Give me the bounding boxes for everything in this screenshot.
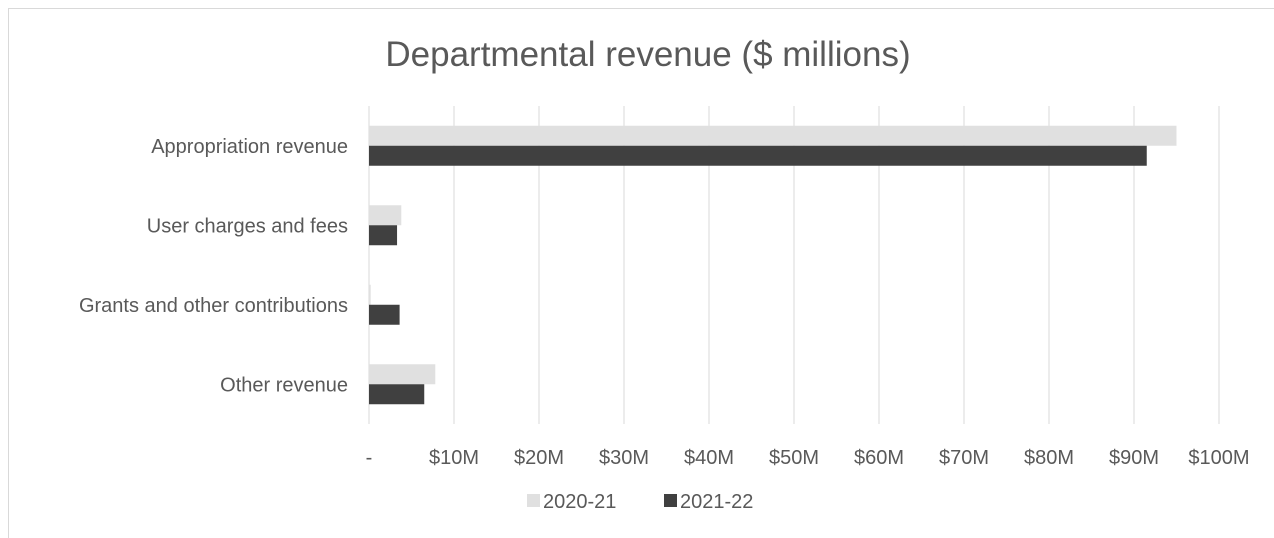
bar-2020-21 bbox=[369, 205, 402, 226]
legend-label: 2021-22 bbox=[680, 491, 753, 513]
chart-frame bbox=[8, 8, 1274, 538]
bar-2021-22 bbox=[369, 304, 400, 325]
legend-label: 2020-21 bbox=[543, 491, 616, 513]
bar-2020-21 bbox=[369, 364, 436, 385]
x-tick-label: $100M bbox=[1188, 447, 1249, 469]
legend: 2020-21 2021-22 bbox=[527, 491, 753, 513]
bar-2021-22 bbox=[369, 145, 1147, 166]
category-label: User charges and fees bbox=[147, 215, 348, 237]
x-tick-label: $20M bbox=[514, 447, 564, 469]
x-tick-label: $60M bbox=[854, 447, 904, 469]
category-label: Other revenue bbox=[220, 374, 348, 396]
x-tick-label: $80M bbox=[1024, 447, 1074, 469]
x-tick-label: - bbox=[366, 447, 373, 469]
legend-swatch bbox=[527, 494, 540, 507]
bars bbox=[369, 125, 1177, 405]
x-tick-label: $40M bbox=[684, 447, 734, 469]
category-labels: Appropriation revenue User charges and fe… bbox=[79, 136, 348, 397]
bar-2021-22 bbox=[369, 384, 425, 405]
x-tick-label: $30M bbox=[599, 447, 649, 469]
category-label: Grants and other contributions bbox=[79, 295, 348, 317]
x-tick-label: $10M bbox=[429, 447, 479, 469]
x-tick-labels: - $10M $20M $30M $40M $50M $60M $70M $80M $90M $10… bbox=[366, 447, 1250, 469]
x-tick-label: $90M bbox=[1109, 447, 1159, 469]
x-tick-label: $70M bbox=[939, 447, 989, 469]
bar-2020-21 bbox=[369, 125, 1177, 146]
category-label: Appropriation revenue bbox=[151, 136, 348, 158]
x-tick-label: $50M bbox=[769, 447, 819, 469]
bar-2021-22 bbox=[369, 225, 398, 246]
chart-title: Departmental revenue ($ millions) bbox=[385, 35, 910, 74]
bar-2020-21 bbox=[369, 284, 371, 305]
legend-swatch bbox=[664, 494, 677, 507]
